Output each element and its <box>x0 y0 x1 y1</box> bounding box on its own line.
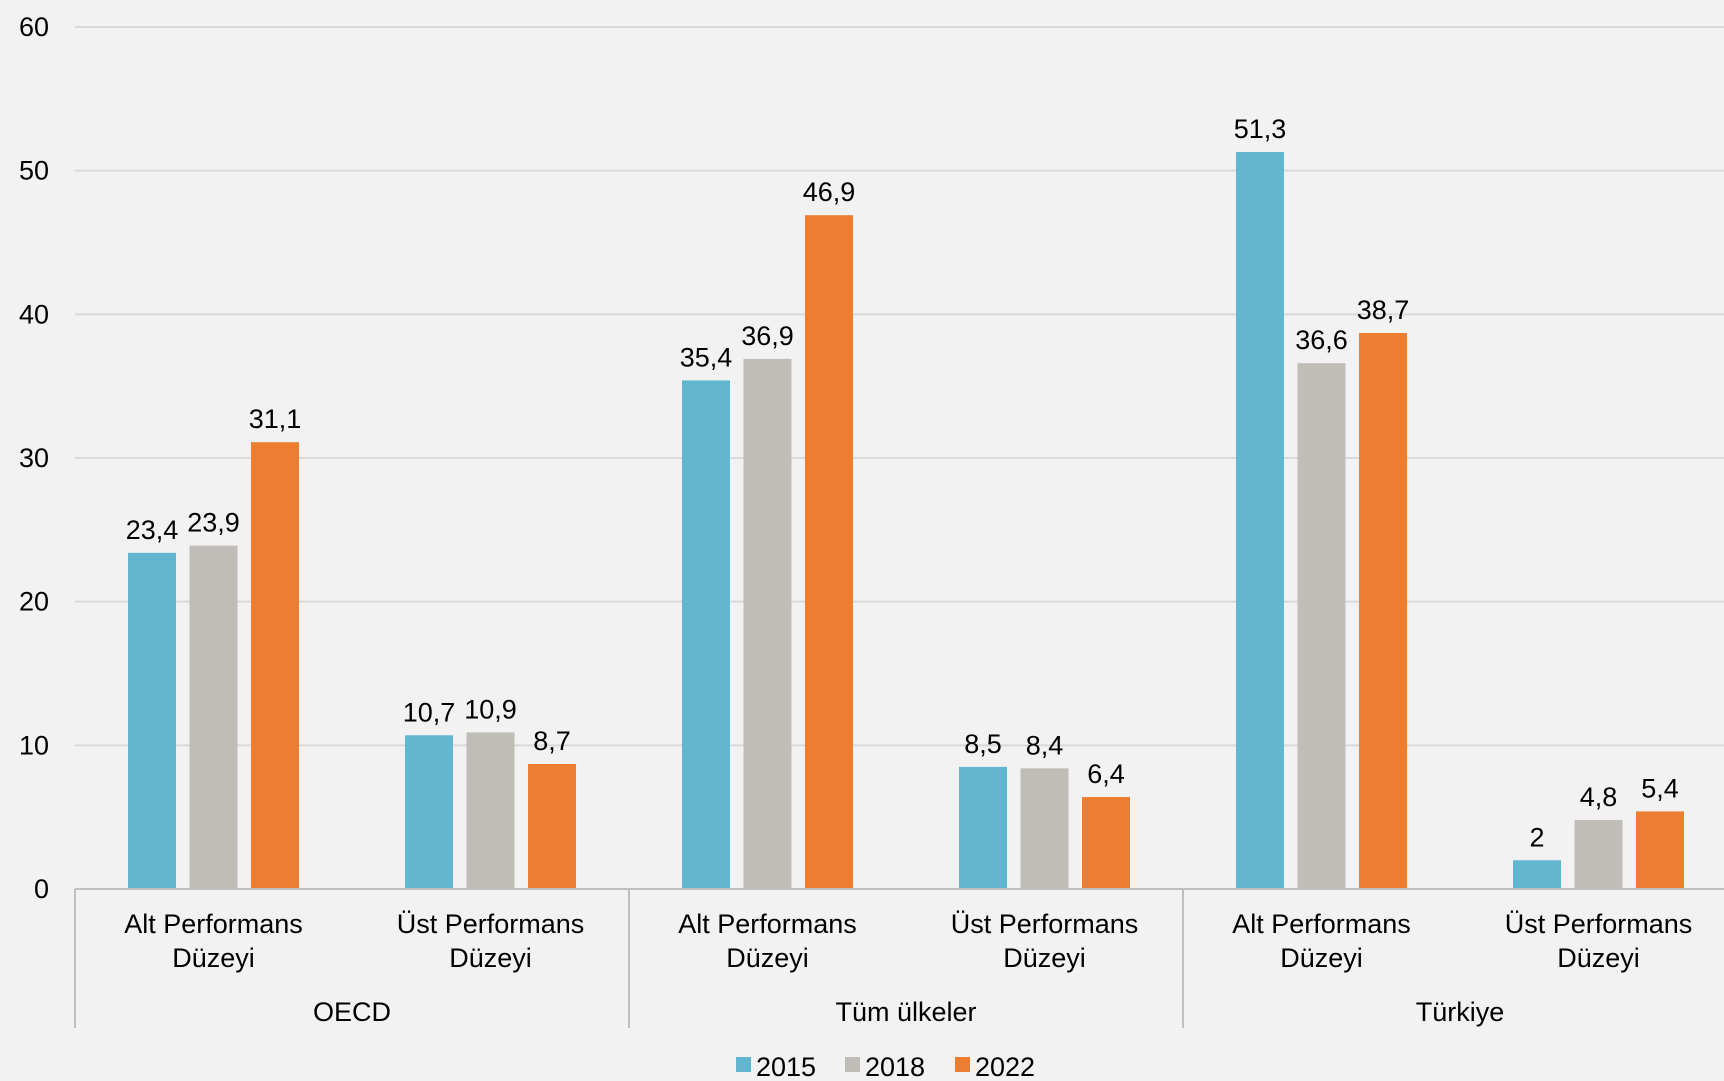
data-label: 8,4 <box>1026 730 1064 760</box>
data-label: 31,1 <box>249 404 302 434</box>
bar-2015 <box>128 552 176 889</box>
bar-2022 <box>1359 333 1407 889</box>
data-label: 5,4 <box>1641 773 1679 803</box>
data-label: 51,3 <box>1234 114 1287 144</box>
data-label: 2 <box>1529 822 1544 852</box>
legend-swatch <box>845 1057 860 1072</box>
legend: 2015 2018 2022 <box>736 1052 1035 1081</box>
data-label: 36,9 <box>741 321 794 351</box>
bar-2015 <box>1513 860 1561 889</box>
bar-2018 <box>466 732 515 889</box>
bar-2022 <box>1082 797 1130 889</box>
bar-2015 <box>405 735 453 889</box>
data-label: 23,4 <box>126 515 179 545</box>
bar-2015 <box>959 766 1007 889</box>
data-label: 35,4 <box>680 342 733 372</box>
legend-swatch <box>955 1057 970 1072</box>
y-tick-label: 0 <box>34 874 49 904</box>
data-label: 46,9 <box>803 177 856 207</box>
y-tick-label: 40 <box>19 299 49 329</box>
data-label: 6,4 <box>1087 759 1125 789</box>
data-label: 10,9 <box>464 694 517 724</box>
bar-2022 <box>805 215 853 889</box>
data-labels: 23,4 23,9 31,1 10,7 10,9 8,7 35,4 36,9 46,9 8,5 8,… <box>126 114 1679 852</box>
legend-label: 2018 <box>865 1052 925 1081</box>
y-axis-ticks: 0 10 20 30 40 50 60 <box>19 12 49 904</box>
category-label: Alt Performans Düzeyi <box>124 909 303 973</box>
bar-2015 <box>1236 151 1284 890</box>
bar-2018 <box>189 545 238 889</box>
y-tick-label: 20 <box>19 587 49 617</box>
data-label: 38,7 <box>1357 295 1410 325</box>
y-tick-label: 50 <box>19 156 49 186</box>
bar-2018 <box>743 358 792 889</box>
y-tick-label: 10 <box>19 730 49 760</box>
bars <box>128 151 1684 890</box>
bar-2018 <box>1297 363 1346 889</box>
bar-2018 <box>1574 820 1623 889</box>
category-label: Üst Performans Düzeyi <box>951 909 1139 973</box>
bar-2022 <box>251 442 299 889</box>
data-label: 8,5 <box>964 729 1002 759</box>
group-label: OECD <box>313 997 391 1027</box>
category-label: Üst Performans Düzeyi <box>397 909 585 973</box>
x-axis: Alt Performans Düzeyi Üst Performans Düzeyi… <box>74 888 1724 1028</box>
group-label: Tüm ülkeler <box>835 997 976 1027</box>
legend-label: 2022 <box>975 1052 1035 1081</box>
legend-label: 2015 <box>756 1052 816 1081</box>
data-label: 23,9 <box>187 508 240 538</box>
data-label: 4,8 <box>1580 782 1618 812</box>
bar-2015 <box>682 380 730 889</box>
group-label: Türkiye <box>1416 997 1505 1027</box>
data-label: 10,7 <box>403 697 456 727</box>
bar-2022 <box>528 764 576 889</box>
y-tick-label: 60 <box>19 12 49 42</box>
y-tick-label: 30 <box>19 443 49 473</box>
category-label: Alt Performans Düzeyi <box>1232 909 1411 973</box>
bar-2018 <box>1020 768 1069 889</box>
category-label: Üst Performans Düzeyi <box>1505 909 1693 973</box>
bar-2022 <box>1636 811 1684 889</box>
legend-swatch <box>736 1057 751 1072</box>
data-label: 8,7 <box>533 726 571 756</box>
data-label: 36,6 <box>1295 325 1348 355</box>
category-label: Alt Performans Düzeyi <box>678 909 857 973</box>
gridlines <box>75 26 1724 747</box>
